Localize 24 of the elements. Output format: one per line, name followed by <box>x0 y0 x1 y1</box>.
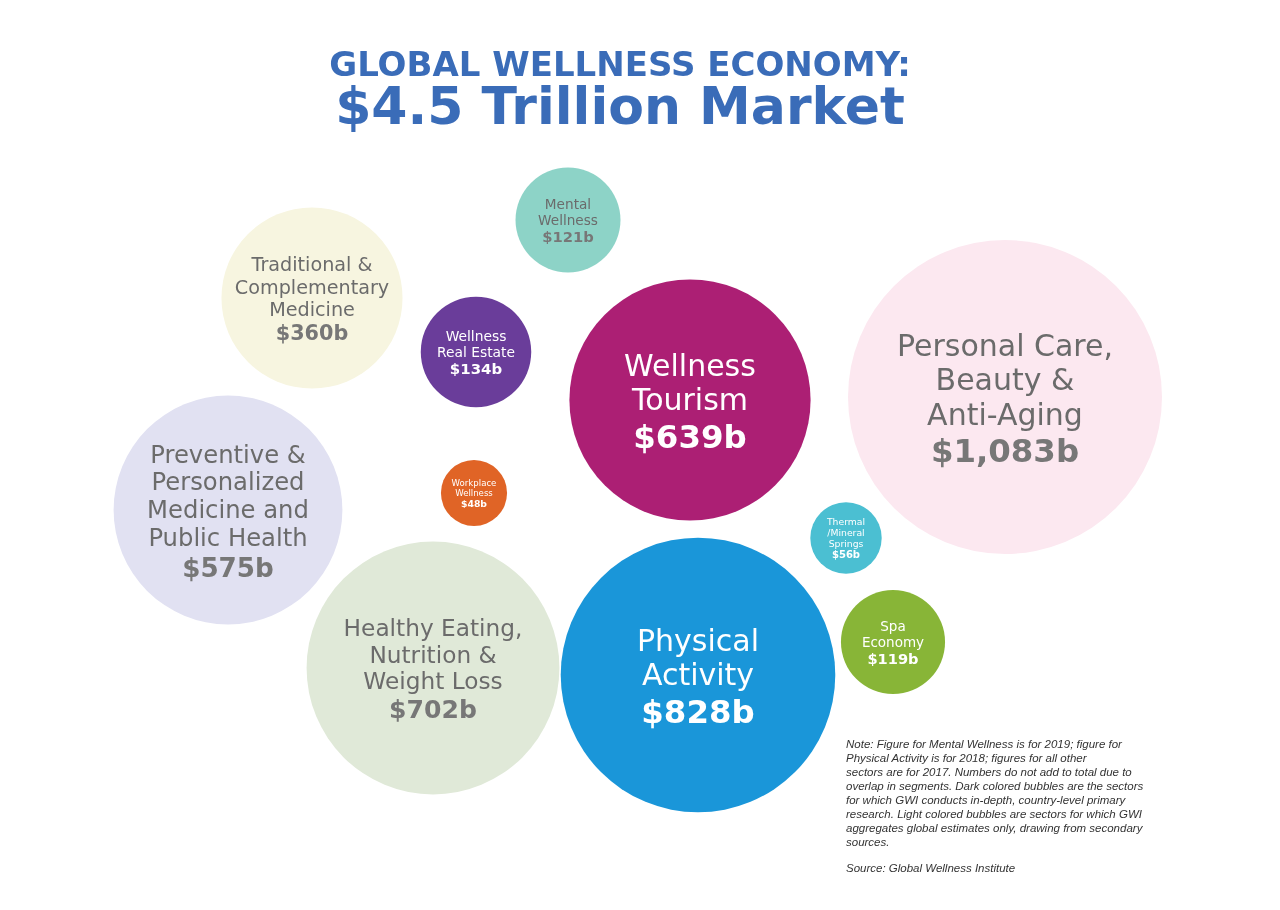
data-label: $575b <box>182 552 274 583</box>
data-label: $360b <box>275 320 349 345</box>
category-label: Wellness Real Estate <box>437 327 515 360</box>
category-label: Physical Activity <box>636 622 760 693</box>
data-label: $48b <box>461 497 488 509</box>
data-label: $828b <box>641 692 755 731</box>
data-label: $121b <box>542 227 594 245</box>
category-label: Mental Wellness <box>538 196 598 228</box>
category-label: Healthy Eating, Nutrition & Weight Loss <box>343 613 523 695</box>
category-label: Spa Economy <box>861 618 925 650</box>
category-label: Traditional & Complementary Medicine <box>234 253 390 321</box>
text: Note: Figure for Mental Wellness is for 2019; figure for Physical Activity is for 2018; figures for all other sectors are for 2017. Numbers do not add to total due to overlap in segments. Dark colored bubbles are the sectors for which GWI conducts in-depth, country-level primary research. Light colored bubbles are sectors for which GWI aggregates global estimates only, drawing from secondary sources. <box>846 738 1144 848</box>
data-label: $639b <box>633 417 747 456</box>
data-label: $702b <box>389 695 477 725</box>
category-label: Wellness Tourism <box>624 347 756 418</box>
category-label: Personal Care, Beauty & Anti-Aging <box>896 327 1114 432</box>
data-label: $56b <box>831 549 861 561</box>
category-label: Preventive & Personalized Medicine and Public Health <box>147 439 309 553</box>
source-note: Source: Global Wellness Institute <box>846 862 1016 874</box>
data-label: $134b <box>449 360 503 379</box>
category-label: Workplace Wellness <box>451 478 497 498</box>
data-label: $119b <box>867 649 919 667</box>
category-label: Thermal /Mineral Springs <box>825 516 866 549</box>
data-label: $1,083b <box>930 432 1080 471</box>
